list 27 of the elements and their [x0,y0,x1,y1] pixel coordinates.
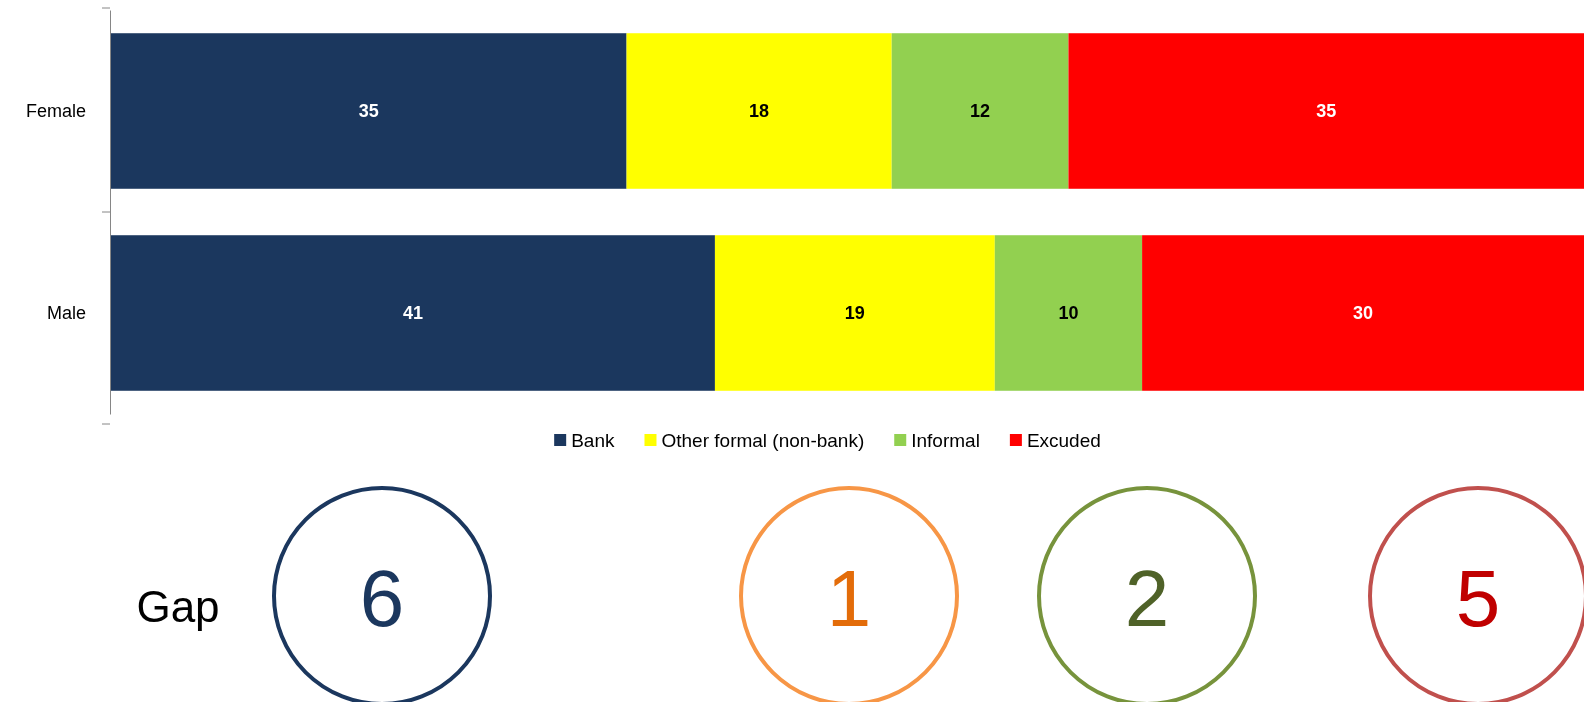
text: 2 [1124,554,1170,643]
data-label: 35 [1316,101,1337,122]
data-label: 12 [970,101,991,122]
data-label: 35 [358,101,379,122]
data-label: 18 [749,101,770,122]
text: Gap [136,582,220,632]
legend-label: Excuded [1026,429,1101,451]
bar [1068,33,1584,189]
bar [891,33,1069,189]
legend-label: Other formal (non-bank) [661,429,865,451]
data-label: 30 [1353,303,1374,324]
y-tick-label: Male [46,303,86,324]
bar [994,235,1143,391]
bar [714,235,995,391]
data-label: 41 [402,303,423,324]
data-label: 19 [844,303,865,324]
legend-label: Bank [571,429,615,451]
bar [111,33,627,189]
bar [111,235,715,391]
legend-label: Informal [911,429,980,451]
y-tick-label: Female [25,101,86,122]
data-label: 10 [1058,303,1079,324]
text: 6 [359,554,405,643]
text: 1 [826,554,872,643]
text: 5 [1455,554,1501,643]
bar [626,33,892,189]
bar [1142,235,1584,391]
